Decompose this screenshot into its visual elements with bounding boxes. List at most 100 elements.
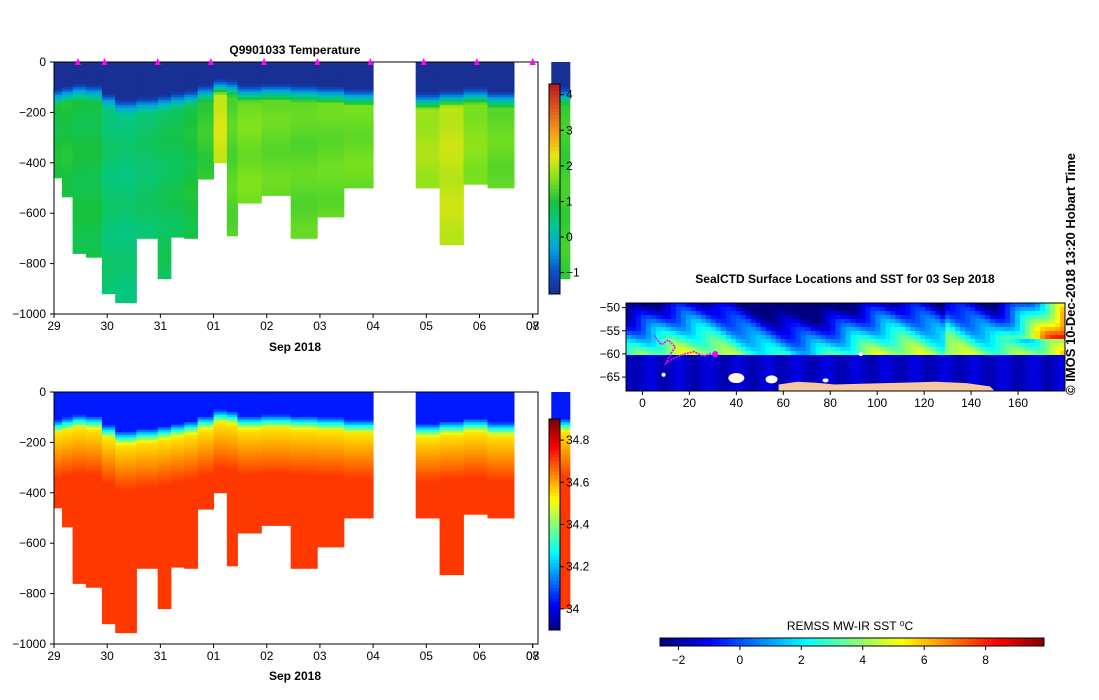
temperature-cell <box>317 94 345 98</box>
temperature-cell <box>136 223 159 227</box>
salinity-cell <box>487 477 515 481</box>
sst-cell <box>670 387 677 392</box>
temperature-cell <box>115 162 137 166</box>
salinity-cell <box>290 497 318 501</box>
sst-cell <box>790 359 797 364</box>
temperature-cell <box>415 122 440 126</box>
salinity-cell <box>157 455 172 458</box>
temperature-cell <box>184 190 198 194</box>
sst-cell <box>730 335 737 340</box>
salinity-cell <box>343 452 374 456</box>
salinity-cell <box>85 550 103 554</box>
temperature-cell <box>439 99 464 103</box>
sst-cell <box>775 367 782 372</box>
salinity-cell <box>184 475 198 479</box>
temperature-colorbar-tick-label: 3 <box>566 123 573 137</box>
sst-cell <box>636 355 642 360</box>
salinity-cell <box>261 507 292 511</box>
sst-cell <box>905 303 911 308</box>
sst-cell <box>775 375 782 380</box>
sst-cell <box>985 315 991 320</box>
temperature-cell <box>343 72 374 75</box>
salinity-cell <box>197 422 214 426</box>
sst-cell <box>760 351 767 356</box>
salinity-cell <box>487 510 515 514</box>
salinity-cell <box>101 591 116 594</box>
salinity-cell <box>439 550 464 554</box>
salinity-cell <box>415 507 440 511</box>
temperature-cell <box>171 120 185 123</box>
temperature-cell <box>72 223 87 227</box>
salinity-cell <box>62 507 73 511</box>
salinity-cell <box>226 432 238 436</box>
temperature-cell <box>487 94 515 98</box>
salinity-cell <box>343 480 374 484</box>
sst-cell <box>685 383 692 388</box>
sst-cell <box>990 379 996 384</box>
sst-cell <box>675 371 682 376</box>
temperature-cell <box>115 130 137 133</box>
sst-cell <box>905 335 911 340</box>
salinity-cell <box>85 530 103 534</box>
salinity-cell <box>415 392 440 395</box>
salinity-cell <box>54 409 63 413</box>
sst-cell <box>845 327 851 332</box>
salinity-cell <box>101 528 116 531</box>
temperature-cell <box>85 256 103 258</box>
salinity-cell <box>463 432 488 436</box>
temperature-cell <box>439 77 464 80</box>
salinity-cell <box>101 437 116 441</box>
sst-cell <box>975 323 981 328</box>
sst-cell <box>975 311 981 316</box>
temperature-cell <box>317 74 345 78</box>
temperature-cell <box>54 84 63 88</box>
salinity-cell <box>157 402 172 405</box>
temperature-cell <box>213 147 228 151</box>
sst-cell <box>710 371 717 376</box>
salinity-cell <box>463 497 488 501</box>
salinity-cell <box>415 460 440 463</box>
sst-cell <box>935 339 941 344</box>
sst-cell <box>895 371 901 376</box>
temperature-cell <box>343 89 374 93</box>
sst-cell <box>745 343 752 348</box>
salinity-cell <box>54 475 63 479</box>
temperature-cell <box>415 104 440 108</box>
temperature-cell <box>343 127 374 131</box>
sst-cell <box>870 331 876 336</box>
sst-cell <box>815 335 822 340</box>
sst-cell <box>890 327 896 332</box>
sst-cell <box>965 327 971 332</box>
salinity-cell <box>157 434 172 438</box>
sst-cell <box>910 335 916 340</box>
sst-cell <box>795 315 802 320</box>
salinity-cell <box>317 525 345 529</box>
temperature-cell <box>343 99 374 103</box>
salinity-cell <box>115 450 137 453</box>
salinity-cell <box>72 417 87 421</box>
temperature-cell <box>463 112 488 116</box>
sst-cell <box>646 323 652 328</box>
temperature-cell <box>85 195 103 199</box>
salinity-cell <box>237 429 262 433</box>
temperature-cell <box>213 62 228 65</box>
sst-cell <box>950 379 956 384</box>
salinity-cell <box>439 427 464 431</box>
sst-cell <box>890 375 896 380</box>
temperature-cell <box>290 177 318 181</box>
salinity-cell <box>136 560 159 564</box>
temperature-cell <box>197 165 214 169</box>
salinity-cell <box>317 442 345 446</box>
salinity-cell <box>115 596 137 599</box>
temperature-cell <box>551 77 571 80</box>
temperature-cell <box>136 165 159 169</box>
temperature-cell <box>115 261 137 264</box>
sst-cell <box>765 383 772 388</box>
sst-cell <box>655 375 662 380</box>
salinity-cell <box>115 583 137 587</box>
sst-cell <box>975 363 981 368</box>
salinity-cell <box>171 520 185 524</box>
salinity-cell <box>136 419 159 423</box>
salinity-cell <box>72 518 87 521</box>
salinity-cell <box>213 444 228 448</box>
